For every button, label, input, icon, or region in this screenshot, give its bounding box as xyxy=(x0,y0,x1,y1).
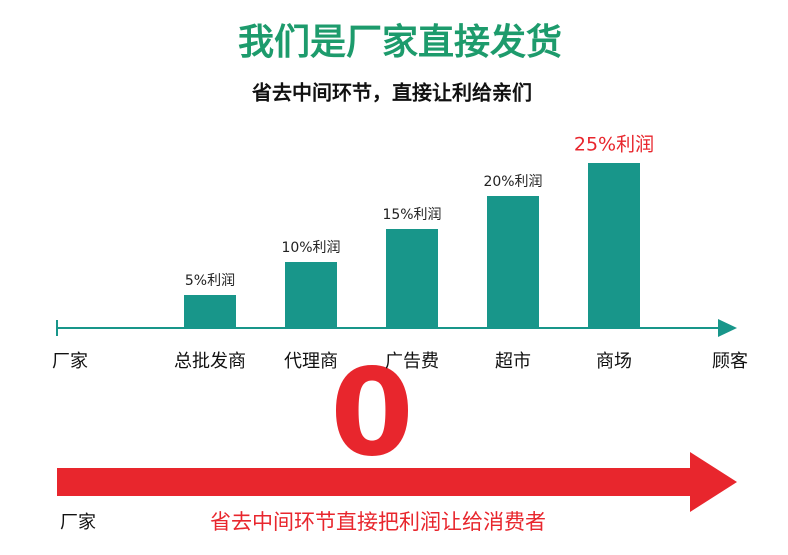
x-tick-label: 超市 xyxy=(495,351,531,372)
axis-end-label: 顾客 xyxy=(712,351,748,372)
bar xyxy=(386,229,438,328)
value-label: 10%利润 xyxy=(281,240,340,256)
big-number: 0 xyxy=(330,345,414,484)
x-tick-label: 广告费 xyxy=(385,351,439,372)
value-label: 15%利润 xyxy=(382,207,441,223)
x-tick-label: 总批发商 xyxy=(174,351,246,372)
footer-start-label: 厂家 xyxy=(60,512,96,533)
bar xyxy=(487,196,539,328)
chart-subtitle: 省去中间环节，直接让利给亲们 xyxy=(251,81,532,105)
value-label: 5%利润 xyxy=(185,273,235,289)
value-label: 20%利润 xyxy=(483,174,542,190)
axis-start-label: 厂家 xyxy=(52,351,88,372)
footer-note: 省去中间环节直接把利润让给消费者 xyxy=(210,510,546,534)
red-arrow xyxy=(57,452,737,512)
chart-title: 我们是厂家直接发货 xyxy=(238,22,562,63)
x-tick-label: 商场 xyxy=(596,351,632,372)
bar xyxy=(285,262,337,328)
x-tick-label: 代理商 xyxy=(284,351,338,372)
bar xyxy=(184,295,236,328)
bar xyxy=(588,163,640,328)
axis-arrow xyxy=(718,319,737,337)
value-label: 25%利润 xyxy=(574,134,654,156)
